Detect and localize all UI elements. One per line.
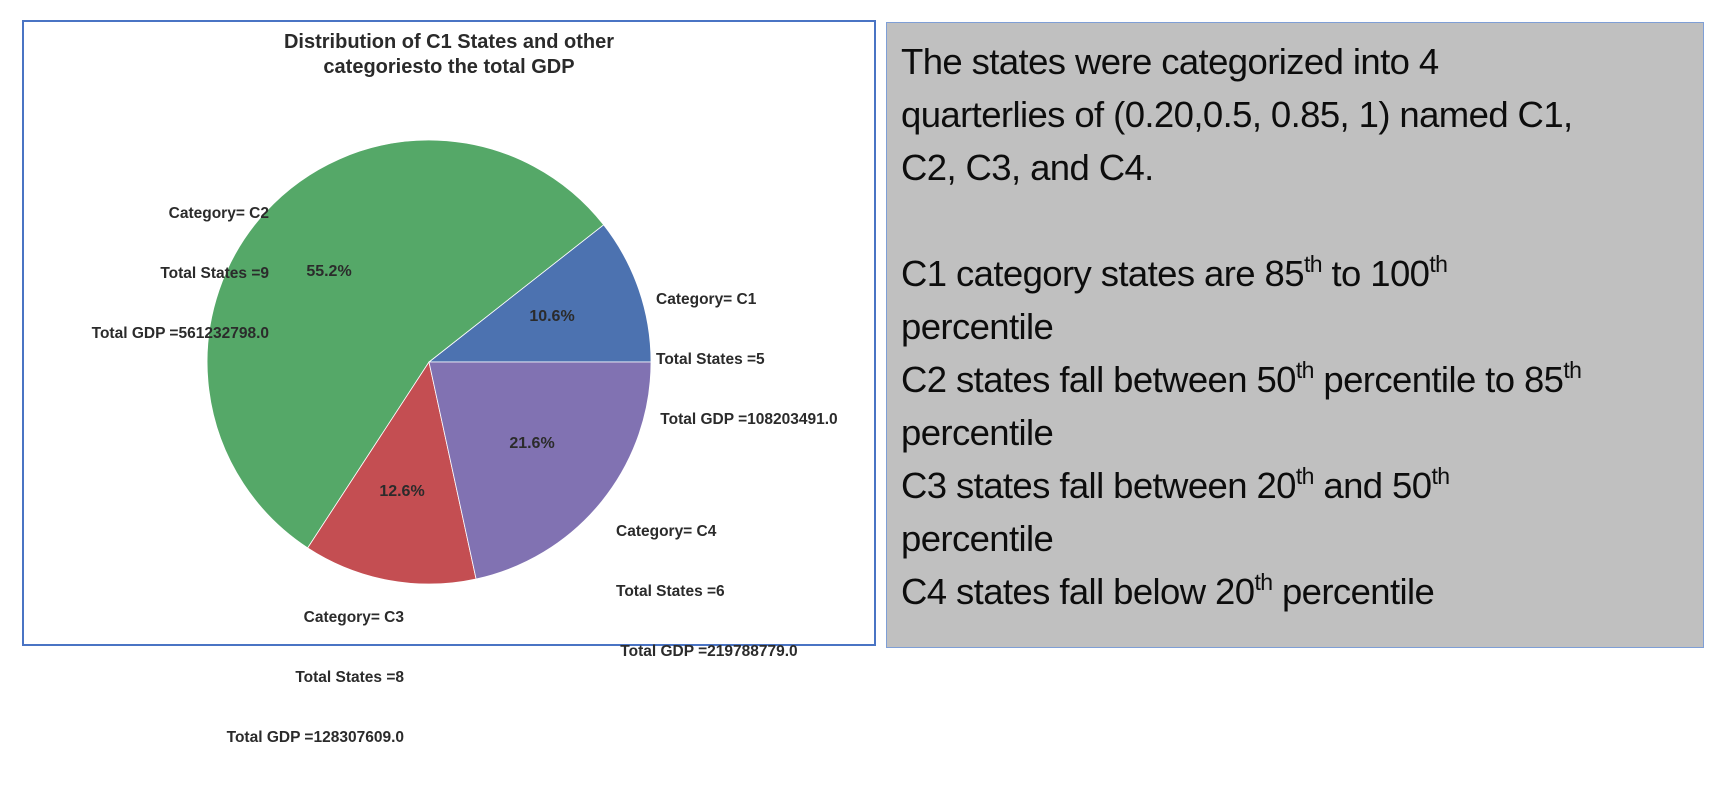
intro-line-3: C2, C3, and C4. <box>901 147 1154 188</box>
pie-slice-c3 <box>307 360 477 585</box>
label-c1-category: Category= C1 <box>656 291 757 308</box>
pie-slice-c1 <box>427 224 652 363</box>
c1-description: C1 category states are 85th to 100th <box>901 251 1448 295</box>
chart-title: Distribution of C1 States and other cate… <box>24 30 874 80</box>
description-panel: The states were categorized into 4 quart… <box>886 22 1704 648</box>
pct-label-c3: 12.6% <box>379 483 425 500</box>
paragraph-spacer <box>901 194 1693 247</box>
intro-line-2: quarterlies of (0.20,0.5, 0.85, 1) named… <box>901 94 1573 135</box>
c2-description: C2 states fall between 50th percentile t… <box>901 357 1582 401</box>
chart-panel: Distribution of C1 States and other cate… <box>22 20 876 746</box>
description-text: The states were categorized into 4 quart… <box>901 35 1693 618</box>
c3-description-cont: percentile <box>901 518 1054 559</box>
pct-label-c2: 55.2% <box>306 263 352 280</box>
label-c2-states: Total States =9 <box>160 265 269 282</box>
label-c2-gdp: Total GDP =561232798.0 <box>91 325 269 342</box>
label-c4-states: Total States =6 <box>616 583 725 600</box>
label-c1-gdp: Total GDP =108203491.0 <box>656 411 838 428</box>
slice-label-c2: Category= C2 Total States =9 Total GDP =… <box>34 164 269 384</box>
label-c3-category: Category= C3 <box>303 609 404 626</box>
pct-label-c1: 10.6% <box>529 308 575 325</box>
slice-label-c1: Category= C1 Total States =5 Total GDP =… <box>656 250 838 470</box>
c1-description-cont: percentile <box>901 306 1054 347</box>
c4-description: C4 states fall below 20th percentile <box>901 569 1435 613</box>
pie-chart <box>206 139 652 585</box>
slice-label-c3: Category= C3 Total States =8 Total GDP =… <box>154 568 404 788</box>
slice-label-c4: Category= C4 Total States =6 Total GDP =… <box>616 482 798 702</box>
label-c4-gdp: Total GDP =219788779.0 <box>616 643 798 660</box>
pie-slice-c2 <box>206 139 605 549</box>
intro-line-1: The states were categorized into 4 <box>901 41 1439 82</box>
label-c3-gdp: Total GDP =128307609.0 <box>226 729 404 746</box>
label-c1-states: Total States =5 <box>656 351 765 368</box>
c2-description-cont: percentile <box>901 412 1054 453</box>
pct-label-c4: 21.6% <box>509 435 555 452</box>
chart-title-line-2: categoriesto the total GDP <box>323 56 575 78</box>
label-c4-category: Category= C4 <box>616 523 717 540</box>
chart-title-line-1: Distribution of C1 States and other <box>283 31 615 53</box>
label-c3-states: Total States =8 <box>295 669 404 686</box>
label-c2-category: Category= C2 <box>168 205 269 222</box>
c3-description: C3 states fall between 20th and 50th <box>901 463 1450 507</box>
pie-slice-c4 <box>428 361 652 580</box>
